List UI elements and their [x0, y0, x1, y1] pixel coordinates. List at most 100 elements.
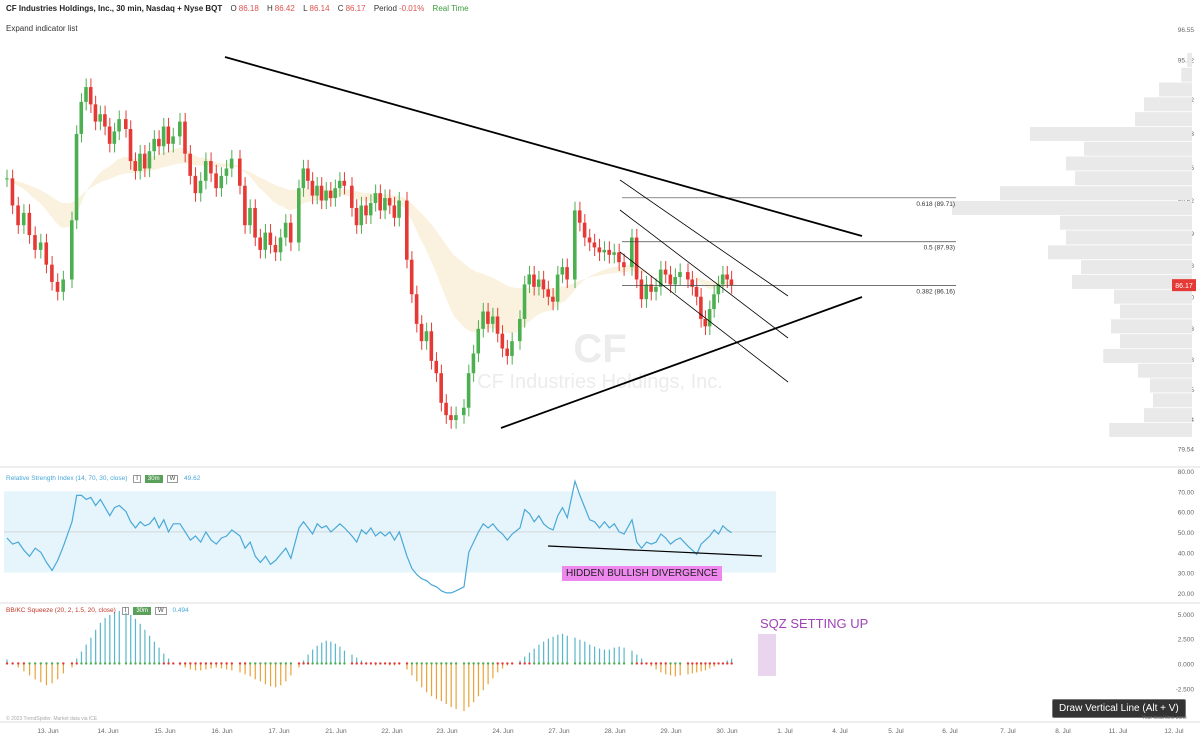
timezone-label[interactable]: Your local time zone: [1142, 715, 1187, 721]
candle-body: [219, 175, 224, 189]
volume-profile-bar: [1144, 408, 1192, 423]
time-tick-label: 15. Jun: [154, 728, 176, 735]
squeeze-dot: [33, 662, 37, 665]
candle-body: [188, 153, 192, 176]
squeeze-dot: [334, 662, 337, 665]
squeeze-dot: [129, 662, 132, 665]
candle-body: [368, 203, 373, 216]
expand-indicator-list-link[interactable]: Expand indicator list: [6, 24, 78, 33]
candle-body: [397, 200, 401, 218]
last-price-label: 86.17: [1175, 283, 1193, 290]
squeeze-dot: [699, 662, 703, 665]
price-tick-label: 96.55: [1178, 27, 1195, 34]
squeeze-dot: [603, 662, 606, 665]
last-price-badge: [1172, 279, 1196, 292]
squeeze-dot: [194, 662, 197, 665]
close-label: C: [337, 4, 344, 13]
squeeze-dot: [573, 662, 577, 665]
squeeze-dot: [491, 662, 495, 665]
high-label: H: [267, 4, 273, 13]
rsi-tick-label: 70.00: [1178, 489, 1195, 496]
candle-body: [166, 126, 171, 144]
watermark-symbol: CF: [573, 327, 626, 371]
squeeze-dot: [329, 662, 333, 665]
candle-body: [510, 341, 514, 356]
squeeze-dot: [338, 662, 342, 665]
volume-profile-bar: [1187, 52, 1192, 67]
candle-body: [703, 318, 708, 327]
time-tick-label: 21. Jun: [325, 728, 347, 735]
squeeze-dot: [178, 662, 182, 665]
candle-body: [364, 205, 368, 216]
squeeze-dot: [343, 662, 346, 665]
squeeze-dot: [630, 662, 634, 665]
candle-body: [720, 274, 725, 285]
rsi-badge-i[interactable]: I: [133, 475, 141, 483]
time-tick-label: 11. Jul: [1109, 728, 1128, 735]
candle-body: [103, 114, 107, 127]
candle-body: [414, 294, 419, 324]
squeeze-dot: [311, 662, 314, 665]
squeeze-dot: [598, 662, 601, 665]
candle-body: [444, 402, 448, 416]
candle-body: [74, 133, 79, 221]
candle-body: [147, 151, 152, 169]
sqz-badge-timeframe[interactable]: 30m: [133, 607, 151, 615]
squeeze-dot: [583, 662, 587, 665]
candle-body: [268, 232, 273, 245]
squeeze-dot: [425, 662, 428, 665]
rsi-tick-label: 50.00: [1178, 530, 1195, 537]
candle-body: [88, 87, 93, 105]
squeeze-dot: [501, 662, 504, 665]
sqz-badge-i[interactable]: I: [121, 607, 130, 615]
candle-body: [79, 101, 84, 134]
candle-body: [301, 168, 306, 189]
candle-body: [597, 247, 602, 253]
squeeze-dot: [199, 662, 202, 665]
squeeze-dot: [204, 662, 208, 665]
squeeze-dot: [248, 662, 252, 665]
rsi-badge-timeframe[interactable]: 30m: [144, 475, 163, 483]
squeeze-dot: [561, 662, 564, 665]
squeeze-dot: [449, 662, 453, 665]
squeeze-dot: [302, 662, 305, 665]
candle-body: [278, 237, 283, 253]
candle-body: [133, 161, 138, 171]
candle-body: [288, 222, 293, 243]
squeeze-dot: [635, 662, 639, 665]
sqz-badge-w[interactable]: W: [155, 607, 167, 615]
sqz-title: BB/KC Squeeze (20, 2, 1.5, 20, close): [6, 607, 116, 614]
candle-body: [551, 296, 555, 302]
squeeze-dot: [134, 662, 137, 665]
time-tick-label: 5. Jul: [888, 728, 904, 735]
candle-body: [209, 161, 213, 174]
candle-body: [319, 185, 324, 201]
squeeze-dot: [708, 662, 712, 665]
rsi-badge-w[interactable]: W: [166, 475, 179, 483]
candle-body: [178, 121, 182, 137]
volume-profile-bar: [952, 200, 1192, 215]
squeeze-dot: [113, 662, 116, 665]
time-tick-label: 29. Jun: [660, 728, 682, 735]
squeeze-dot: [467, 662, 471, 665]
squeeze-dot: [108, 662, 112, 665]
squeeze-dot: [440, 662, 443, 665]
squeeze-dot: [209, 662, 213, 665]
volume-profile-bar: [1114, 289, 1192, 304]
squeeze-dot: [22, 662, 26, 665]
candle-body: [577, 210, 582, 223]
squeeze-dot: [640, 662, 643, 665]
squeeze-dot: [62, 662, 65, 665]
fib-level-label: 0.618 (89.71): [916, 201, 955, 208]
candle-body: [359, 205, 364, 226]
candle-body: [634, 237, 639, 280]
squeeze-dot: [289, 662, 293, 665]
squeeze-dot: [70, 662, 74, 665]
time-tick-label: 16. Jun: [211, 728, 233, 735]
candle-body: [283, 222, 288, 238]
squeeze-dot: [650, 662, 653, 665]
candle-body: [690, 279, 694, 287]
squeeze-dot: [284, 662, 288, 665]
candle-body: [98, 114, 102, 122]
